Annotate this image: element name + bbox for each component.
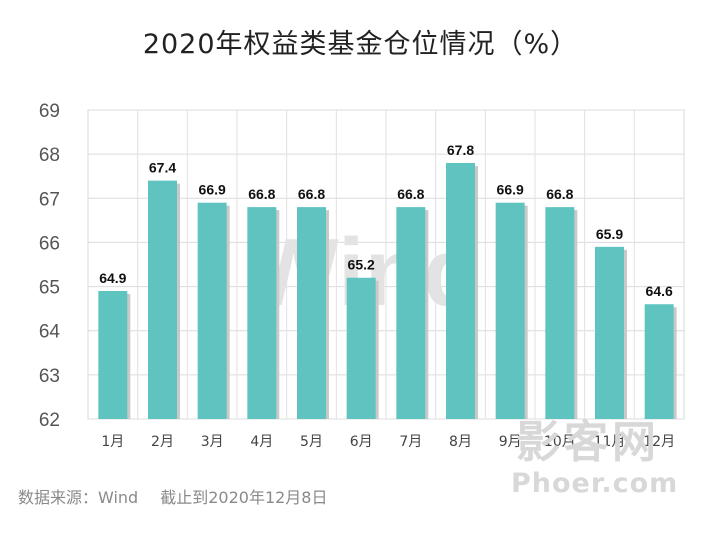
bar [346,277,376,419]
x-tick-label: 5月 [300,434,323,450]
data-label: 65.2 [348,257,375,273]
bar [595,246,624,419]
bar [297,207,326,419]
x-tick-label: 10月 [544,434,576,450]
y-tick-label: 68 [39,145,60,166]
bar [197,202,227,419]
bar [495,202,525,419]
site-logo-en: Phoer.com [511,468,679,499]
data-label: 67.8 [447,142,474,158]
data-label: 65.9 [596,226,623,242]
data-label: 66.8 [298,186,325,202]
chart-title: 2020年权益类基金仓位情况（%） [142,29,579,60]
site-logo-cn: 影客网 [516,417,660,468]
x-tick-label: 3月 [201,434,224,450]
source-date: 截止到2020年12月8日 [160,488,328,507]
bar [396,207,426,419]
x-tick-label: 6月 [350,434,373,450]
x-tick-label: 12月 [643,434,675,450]
y-tick-label: 64 [39,322,61,343]
data-label: 66.8 [397,186,424,202]
data-label: 66.9 [199,182,226,198]
data-label: 66.9 [497,182,524,198]
y-tick-label: 65 [39,278,60,299]
bar [98,290,128,419]
data-label: 66.8 [248,186,275,202]
y-tick-label: 66 [39,233,60,254]
y-tick-label: 63 [39,366,60,387]
x-tick-label: 9月 [499,434,522,450]
bar [446,162,475,419]
x-tick-label: 4月 [250,434,273,450]
x-tick-label: 1月 [101,434,124,450]
data-label: 64.6 [646,283,673,299]
x-tick-label: 7月 [399,434,422,450]
data-label: 67.4 [149,160,176,176]
data-label: 64.9 [99,270,126,286]
y-tick-label: 62 [39,410,60,431]
bar [545,207,575,419]
data-label: 66.8 [546,186,573,202]
y-tick-label: 67 [39,189,60,210]
x-tick-label: 11月 [594,434,626,450]
source-label: 数据来源：Wind [18,488,139,507]
bar [148,180,177,419]
y-tick-label: 69 [39,101,60,122]
bar [247,207,277,419]
x-tick-label: 2月 [151,434,174,450]
bar-layer: 64.9 67.4 66.9 66.8 66.8 65.2 66.8 67.8 66.9 66.8… [98,142,677,419]
grid-layer [87,109,685,420]
axis-layer: 62 63 64 65 66 67 68 69 1月 2月 3月 4月 5月 6月 7月 8月 9月 10月 11月… [39,101,675,450]
x-tick-label: 8月 [449,434,472,450]
bar [644,304,674,419]
source-note: 数据来源：Wind 截止到2020年12月8日 [18,484,327,508]
